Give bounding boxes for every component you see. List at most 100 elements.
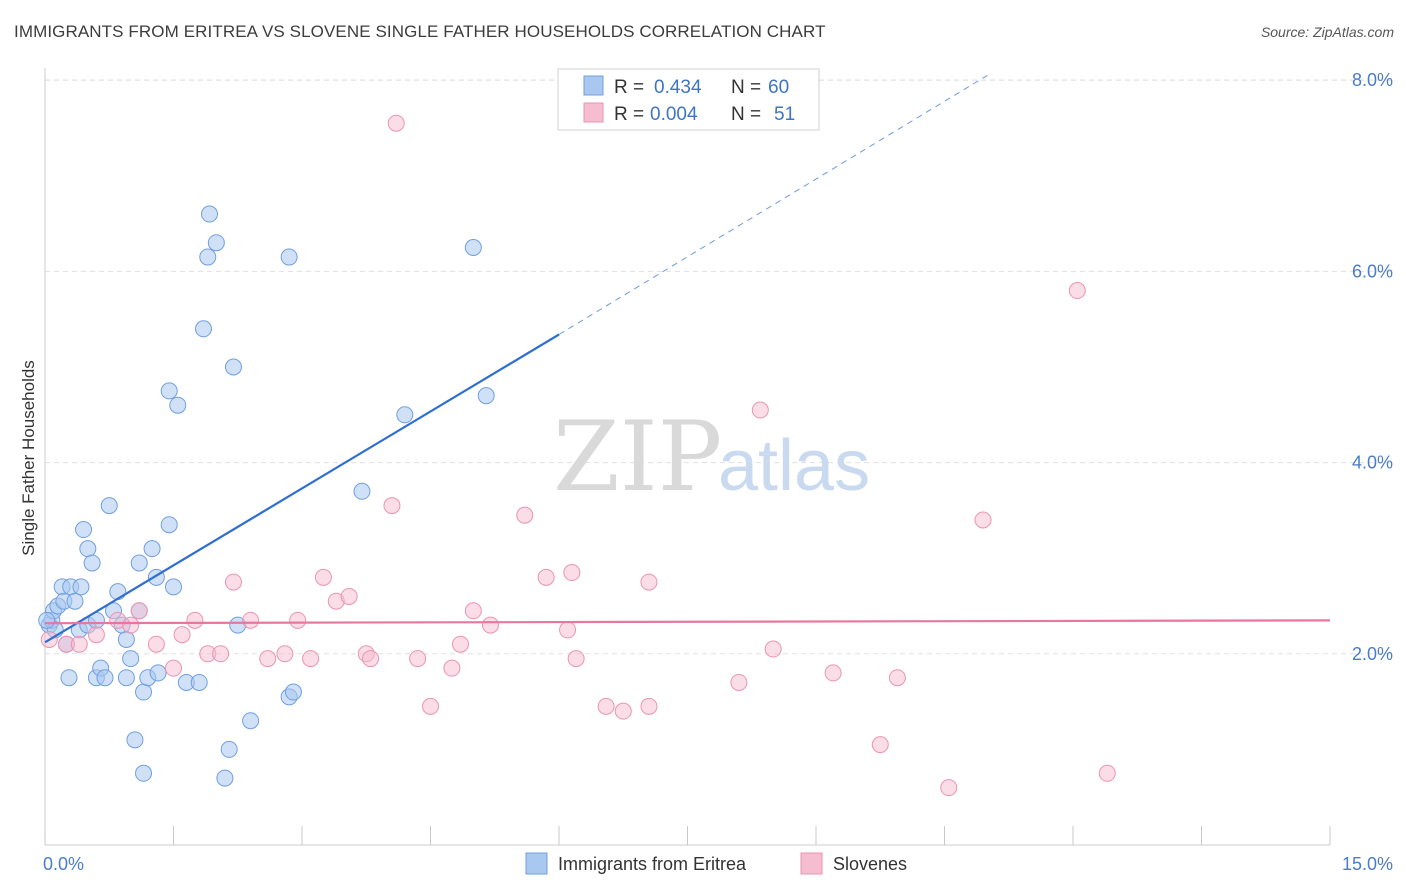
legend-swatch-pink: [583, 102, 604, 123]
data-point: [135, 764, 153, 782]
data-point: [302, 650, 320, 668]
data-point: [200, 205, 218, 223]
trend-line-slovenes: [44, 619, 1331, 625]
legend-r-label-2: R =: [614, 104, 644, 125]
watermark: ZIP atlas: [553, 401, 870, 513]
data-point: [974, 511, 992, 529]
data-point: [563, 564, 581, 582]
y-tick-label: 8.0%: [1352, 70, 1393, 90]
x-tick-label: 15.0%: [1342, 854, 1393, 874]
data-point: [79, 540, 97, 558]
legend-top: R = 0.434 N = 60 R = 0.004 N = 51: [557, 68, 820, 131]
data-point: [559, 621, 577, 639]
data-point: [597, 697, 615, 715]
data-point: [614, 702, 632, 720]
data-point: [169, 396, 187, 414]
data-point: [87, 626, 105, 644]
data-point: [122, 650, 140, 668]
data-point: [130, 554, 148, 572]
y-tick-label: 2.0%: [1352, 644, 1393, 664]
data-point: [100, 497, 118, 515]
legend-n-label-1: N =: [731, 77, 761, 98]
data-point: [464, 602, 482, 620]
legend-n-value-2: 51: [774, 104, 795, 125]
data-point: [75, 521, 93, 539]
trend-line-eritrea: [44, 333, 560, 644]
data-point: [60, 669, 78, 687]
data-point: [190, 673, 208, 691]
y-tick-label: 6.0%: [1352, 261, 1393, 281]
data-point: [284, 683, 302, 701]
data-point: [871, 736, 889, 754]
data-point: [66, 592, 84, 610]
data-point: [289, 611, 307, 629]
trend-lines: [44, 74, 1331, 644]
legend-n-label-2: N =: [731, 104, 761, 125]
data-point: [940, 779, 958, 797]
gridlines: [45, 79, 1392, 655]
legend-swatch-blue: [583, 75, 604, 96]
data-point: [72, 578, 90, 596]
data-point: [216, 769, 234, 787]
legend-n-value-1: 60: [768, 77, 789, 98]
data-point: [824, 664, 842, 682]
data-point: [888, 669, 906, 687]
legend-bottom-label-1: Immigrants from Eritrea: [558, 854, 747, 874]
data-point: [135, 683, 153, 701]
data-point: [126, 731, 144, 749]
data-point: [640, 697, 658, 715]
data-point: [1068, 282, 1086, 300]
data-point: [38, 611, 56, 629]
data-point: [314, 568, 332, 586]
data-point: [567, 650, 585, 668]
data-point: [149, 664, 167, 682]
data-point: [242, 611, 260, 629]
data-point: [117, 630, 135, 648]
legend-bottom-swatch-pink: [800, 852, 823, 875]
data-point: [122, 616, 140, 634]
data-point: [481, 616, 499, 634]
data-point: [409, 650, 427, 668]
data-point: [276, 645, 294, 663]
data-point: [383, 497, 401, 515]
data-point: [70, 635, 88, 653]
data-point: [220, 740, 238, 758]
data-point: [1098, 764, 1116, 782]
legend-bottom-label-2: Slovenes: [833, 854, 907, 874]
watermark-atlas: atlas: [718, 426, 870, 506]
data-point: [362, 650, 380, 668]
data-point: [764, 640, 782, 658]
data-point: [451, 635, 469, 653]
chart-title: IMMIGRANTS FROM ERITREA VS SLOVENE SINGL…: [14, 22, 826, 41]
data-point: [109, 583, 127, 601]
data-point: [242, 712, 260, 730]
data-point: [194, 320, 212, 338]
legend-r-value-2: 0.004: [650, 104, 698, 125]
data-point: [207, 234, 225, 252]
legend-r-label-1: R =: [614, 77, 644, 98]
data-point: [387, 114, 405, 132]
data-point: [537, 568, 555, 586]
data-point: [516, 506, 534, 524]
data-point: [173, 626, 191, 644]
data-point: [340, 587, 358, 605]
axes: [44, 68, 1331, 846]
series-slovenes: [40, 114, 1116, 797]
data-point: [165, 578, 182, 596]
data-point: [396, 406, 414, 424]
data-point: [186, 611, 204, 629]
legend-bottom-swatch-blue: [525, 852, 548, 875]
y-axis-title: Single Father Households: [19, 360, 38, 556]
data-point: [96, 669, 114, 687]
data-point: [83, 554, 101, 572]
data-point: [280, 248, 298, 266]
data-point: [477, 387, 495, 405]
data-point: [147, 635, 165, 653]
data-point: [160, 516, 178, 534]
x-tick-label: 0.0%: [43, 854, 84, 874]
data-point: [224, 358, 242, 376]
data-point: [212, 645, 230, 663]
watermark-zip: ZIP: [553, 401, 722, 513]
tick-labels: 2.0% 4.0% 6.0% 8.0% 0.0% 15.0%: [43, 70, 1393, 874]
